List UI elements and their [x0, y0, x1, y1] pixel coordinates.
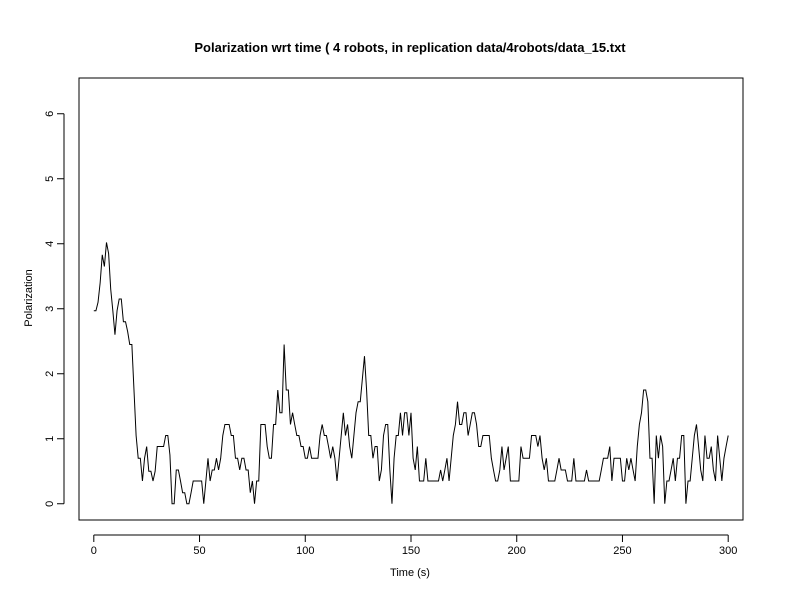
- plot-box: [78, 77, 744, 521]
- x-tick-label: 0: [91, 545, 97, 557]
- x-tick-label: 300: [719, 545, 737, 557]
- x-axis: 0 50 100 150 200 250 300: [91, 534, 737, 557]
- x-tick-label: 250: [613, 545, 631, 557]
- y-axis-label: Polarization: [23, 269, 35, 326]
- x-tick-label: 50: [193, 545, 205, 557]
- y-tick-label: 4: [44, 241, 56, 247]
- y-axis: 0 1 2 3 4 5 6: [44, 111, 65, 507]
- y-tick-label: 2: [44, 371, 56, 377]
- y-tick-label: 1: [44, 436, 56, 442]
- x-tick-label: 100: [296, 545, 314, 557]
- y-tick-label: 5: [44, 176, 56, 182]
- x-axis-label: Time (s): [390, 567, 430, 579]
- x-tick-label: 200: [508, 545, 526, 557]
- chart-title: Polarization wrt time ( 4 robots, in rep…: [194, 40, 626, 55]
- y-tick-label: 6: [44, 111, 56, 117]
- y-tick-label: 0: [44, 501, 56, 507]
- polarization-series-line: [93, 242, 729, 505]
- x-tick-label: 150: [402, 545, 420, 557]
- y-tick-label: 3: [44, 306, 56, 312]
